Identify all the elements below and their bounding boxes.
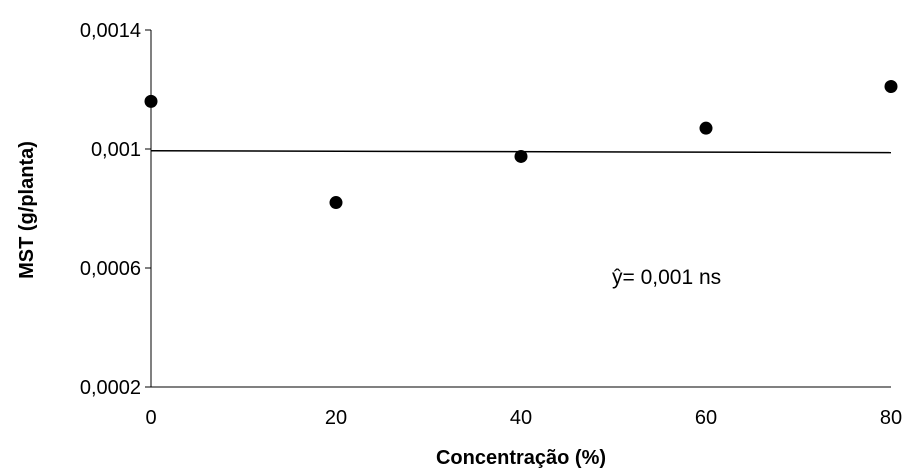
x-tick-label: 20 <box>325 407 347 429</box>
y-axis-title: MST (g/planta) <box>16 141 38 279</box>
y-tick-label: 0,0006 <box>80 258 141 280</box>
y-tick-label: 0,0002 <box>80 377 141 399</box>
x-tick-label: 40 <box>510 407 532 429</box>
data-point <box>329 196 343 210</box>
x-tick-labels: 0 20 40 60 80 <box>145 407 902 429</box>
x-tick-label: 0 <box>145 407 156 429</box>
data-points <box>144 80 898 210</box>
regression-annotation: ŷ= 0,001 ns <box>612 266 721 289</box>
data-point <box>699 121 713 135</box>
data-point <box>884 80 898 94</box>
data-point <box>144 94 158 108</box>
axes <box>150 30 891 388</box>
data-point <box>514 149 528 163</box>
y-tick-label: 0,0014 <box>80 20 141 42</box>
x-tick-label: 80 <box>880 407 902 429</box>
x-tick-label: 60 <box>695 407 717 429</box>
y-tick-label: 0,001 <box>91 139 141 161</box>
y-tick-labels: 0,0002 0,0006 0,001 0,0014 <box>80 20 151 399</box>
x-axis-title: Concentração (%) <box>436 447 606 469</box>
